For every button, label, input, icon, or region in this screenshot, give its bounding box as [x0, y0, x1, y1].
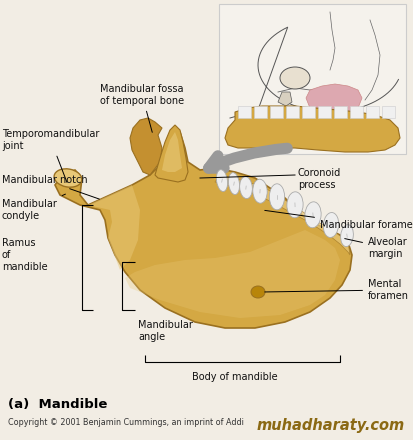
Text: Mandibular fossa
of temporal bone: Mandibular fossa of temporal bone	[100, 84, 184, 132]
Ellipse shape	[253, 179, 267, 203]
Ellipse shape	[54, 169, 82, 187]
Ellipse shape	[269, 184, 285, 210]
Text: Ramus
of
mandible: Ramus of mandible	[2, 238, 47, 271]
Polygon shape	[225, 106, 400, 152]
Polygon shape	[306, 84, 362, 118]
Polygon shape	[125, 230, 340, 318]
Text: Mandibular
angle: Mandibular angle	[138, 320, 193, 341]
Polygon shape	[215, 175, 350, 255]
Ellipse shape	[228, 172, 240, 194]
Text: Mandibular notch: Mandibular notch	[2, 175, 100, 199]
Text: muhadharaty.com: muhadharaty.com	[257, 418, 405, 433]
Text: Alveolar
margin: Alveolar margin	[345, 237, 408, 259]
Ellipse shape	[305, 202, 321, 228]
Ellipse shape	[240, 176, 252, 198]
Bar	[302, 106, 315, 118]
Text: Body of mandible: Body of mandible	[192, 372, 278, 382]
Bar	[286, 106, 299, 118]
Text: Mandibular foramen: Mandibular foramen	[265, 210, 413, 230]
FancyBboxPatch shape	[219, 4, 406, 154]
Ellipse shape	[280, 67, 310, 89]
Polygon shape	[162, 132, 182, 172]
Text: Temporomandibular
joint: Temporomandibular joint	[2, 129, 100, 183]
Bar	[366, 106, 379, 118]
Polygon shape	[88, 185, 140, 270]
Text: Mandibular
condyle: Mandibular condyle	[2, 194, 65, 221]
Bar	[238, 106, 251, 118]
Ellipse shape	[323, 213, 339, 238]
Bar	[270, 106, 283, 118]
Bar	[254, 106, 267, 118]
Polygon shape	[155, 125, 188, 182]
Polygon shape	[55, 128, 352, 328]
Bar	[350, 106, 363, 118]
Ellipse shape	[216, 170, 228, 191]
Text: Copyright © 2001 Benjamin Cummings, an imprint of Addi: Copyright © 2001 Benjamin Cummings, an i…	[8, 418, 244, 427]
Ellipse shape	[251, 286, 265, 298]
Ellipse shape	[287, 192, 303, 218]
Bar	[382, 106, 395, 118]
Text: Mental
foramen: Mental foramen	[265, 279, 409, 301]
Text: (a)  Mandible: (a) Mandible	[8, 398, 107, 411]
Text: Coronoid
process: Coronoid process	[298, 168, 341, 190]
Polygon shape	[130, 118, 162, 175]
Bar	[318, 106, 331, 118]
Bar	[334, 106, 347, 118]
Ellipse shape	[341, 225, 354, 246]
Polygon shape	[278, 92, 292, 106]
